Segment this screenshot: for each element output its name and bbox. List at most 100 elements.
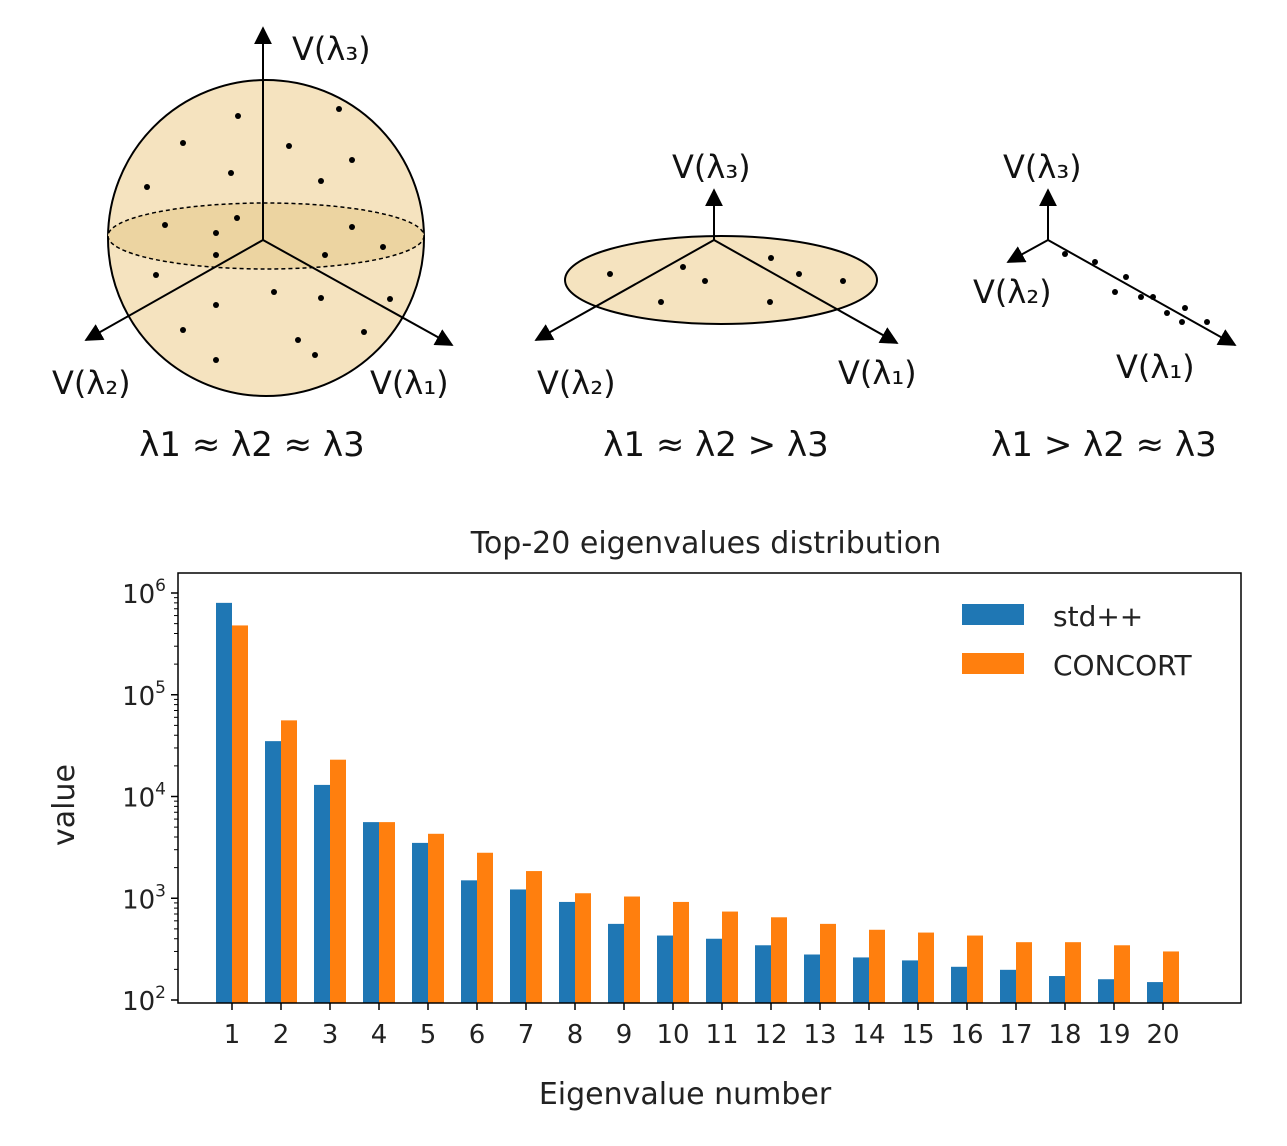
bar-concort-16 <box>967 935 983 1003</box>
axis-v1-arrow <box>262 239 454 346</box>
axis-label-v3: V(λ₃) <box>292 30 371 68</box>
bar-concort-6 <box>477 852 493 1003</box>
bar-concort-5 <box>428 833 444 1003</box>
sample-points <box>144 106 393 363</box>
bar-std-19 <box>1098 979 1114 1003</box>
x-tick-label: 16 <box>950 1020 983 1050</box>
diagram-panel-line: V(λ₃) V(λ₂) V(λ₁) λ1 > λ2 ≈ λ3 <box>973 148 1237 465</box>
bar-concort-9 <box>624 896 640 1003</box>
bar-std-14 <box>853 957 869 1003</box>
legend-swatch-concort <box>962 653 1024 674</box>
bar-std-16 <box>951 966 967 1003</box>
bar-std-12 <box>755 945 771 1003</box>
bar-std-4 <box>363 822 379 1003</box>
legend-swatch-std <box>962 604 1024 625</box>
chart-title: Top-20 eigenvalues distribution <box>470 526 942 561</box>
bar-std-7 <box>510 889 526 1003</box>
bar-std-11 <box>706 938 722 1003</box>
x-tick-label: 6 <box>469 1020 486 1050</box>
bar-std-8 <box>559 901 575 1003</box>
x-tick-label: 8 <box>567 1020 584 1050</box>
axis-label-v1: V(λ₁) <box>370 364 449 402</box>
bar-std-1 <box>216 602 232 1003</box>
bar-std-17 <box>1000 969 1016 1003</box>
bar-concort-4 <box>379 822 395 1003</box>
bar-concort-11 <box>722 911 738 1003</box>
axis-label-v2: V(λ₂) <box>52 364 131 402</box>
x-tick-label: 18 <box>1048 1020 1081 1050</box>
axis-label-v1: V(λ₁) <box>1116 348 1195 386</box>
axis-v2-arrow <box>84 239 264 341</box>
y-axis-ticks: 102 103 104 105 106 <box>122 576 178 1017</box>
x-tick-label: 5 <box>420 1020 437 1050</box>
axis-v1-arrow <box>713 239 899 344</box>
bar-std-10 <box>657 935 673 1003</box>
sphere-equator-disc <box>107 202 425 270</box>
bar-concort-17 <box>1016 942 1032 1003</box>
bar-concort-10 <box>673 901 689 1003</box>
y-axis-label: value <box>47 764 82 846</box>
bar-concort-15 <box>918 932 934 1003</box>
axis-label-v2: V(λ₂) <box>537 364 616 402</box>
sample-points <box>1062 251 1210 325</box>
bar-concort-12 <box>771 917 787 1003</box>
bar-concort-18 <box>1065 942 1081 1003</box>
y-tick-label: 106 <box>122 576 166 610</box>
bar-concort-1 <box>232 625 248 1003</box>
disc-shape <box>564 235 878 325</box>
panel-caption: λ1 ≈ λ2 ≈ λ3 <box>139 425 364 465</box>
x-tick-label: 9 <box>616 1020 633 1050</box>
bar-concort-14 <box>869 929 885 1003</box>
axis-label-v1: V(λ₁) <box>838 354 917 392</box>
axis-v2-arrow <box>1006 239 1049 263</box>
bar-std-18 <box>1049 976 1065 1003</box>
x-tick-label: 3 <box>322 1020 339 1050</box>
bar-concort-13 <box>820 923 836 1003</box>
bar-concort-3 <box>330 759 346 1003</box>
bar-std-9 <box>608 923 624 1003</box>
x-tick-label: 11 <box>705 1020 738 1050</box>
y-tick-label: 103 <box>122 881 166 915</box>
x-tick-label: 4 <box>371 1020 388 1050</box>
legend-label-concort: CONCORT <box>1053 649 1193 682</box>
diagram-panel-disc: V(λ₃) V(λ₂) V(λ₁) λ1 ≈ λ2 > λ3 <box>534 148 917 465</box>
bar-concort-7 <box>526 871 542 1003</box>
axis-v2-arrow <box>534 239 715 341</box>
x-tick-label: 12 <box>754 1020 787 1050</box>
bar-std-13 <box>804 954 820 1003</box>
bar-concort-19 <box>1114 945 1130 1003</box>
x-axis-label: Eigenvalue number <box>539 1077 832 1112</box>
x-tick-label: 20 <box>1146 1020 1179 1050</box>
x-tick-label: 17 <box>999 1020 1032 1050</box>
axis-label-v3: V(λ₃) <box>672 148 751 186</box>
axis-v1-arrow <box>1047 239 1237 346</box>
bar-std-20 <box>1147 982 1163 1003</box>
x-tick-label: 1 <box>224 1020 241 1050</box>
panel-caption: λ1 ≈ λ2 > λ3 <box>603 425 828 465</box>
bar-std-15 <box>902 960 918 1003</box>
x-tick-label: 10 <box>656 1020 689 1050</box>
y-tick-label: 104 <box>122 780 166 814</box>
bar-concort-2 <box>281 720 297 1003</box>
y-tick-label: 105 <box>122 678 166 712</box>
panel-caption: λ1 > λ2 ≈ λ3 <box>991 425 1216 465</box>
x-tick-label: 15 <box>901 1020 934 1050</box>
legend: std++ CONCORT <box>962 600 1193 682</box>
bar-std-2 <box>265 741 281 1003</box>
x-tick-label: 14 <box>852 1020 885 1050</box>
bar-std-5 <box>412 842 428 1003</box>
eigenvalue-chart: Top-20 eigenvalues distribution 10210310… <box>47 526 1242 1112</box>
x-tick-label: 7 <box>518 1020 535 1050</box>
bar-std-6 <box>461 880 477 1003</box>
legend-label-std: std++ <box>1053 600 1143 633</box>
x-tick-label: 19 <box>1097 1020 1130 1050</box>
bar-concort-8 <box>575 893 591 1003</box>
plot-frame <box>177 572 1242 1004</box>
sample-points <box>607 255 846 305</box>
axis-label-v2: V(λ₂) <box>973 273 1052 311</box>
x-tick-label: 13 <box>803 1020 836 1050</box>
y-tick-label: 102 <box>122 983 166 1017</box>
x-axis-ticks: 1 2 3 4 5 6 7 8 9 10 11 12 13 14 15 16 17 18 19 20 <box>224 1003 1180 1050</box>
bar-concort-20 <box>1163 951 1179 1003</box>
